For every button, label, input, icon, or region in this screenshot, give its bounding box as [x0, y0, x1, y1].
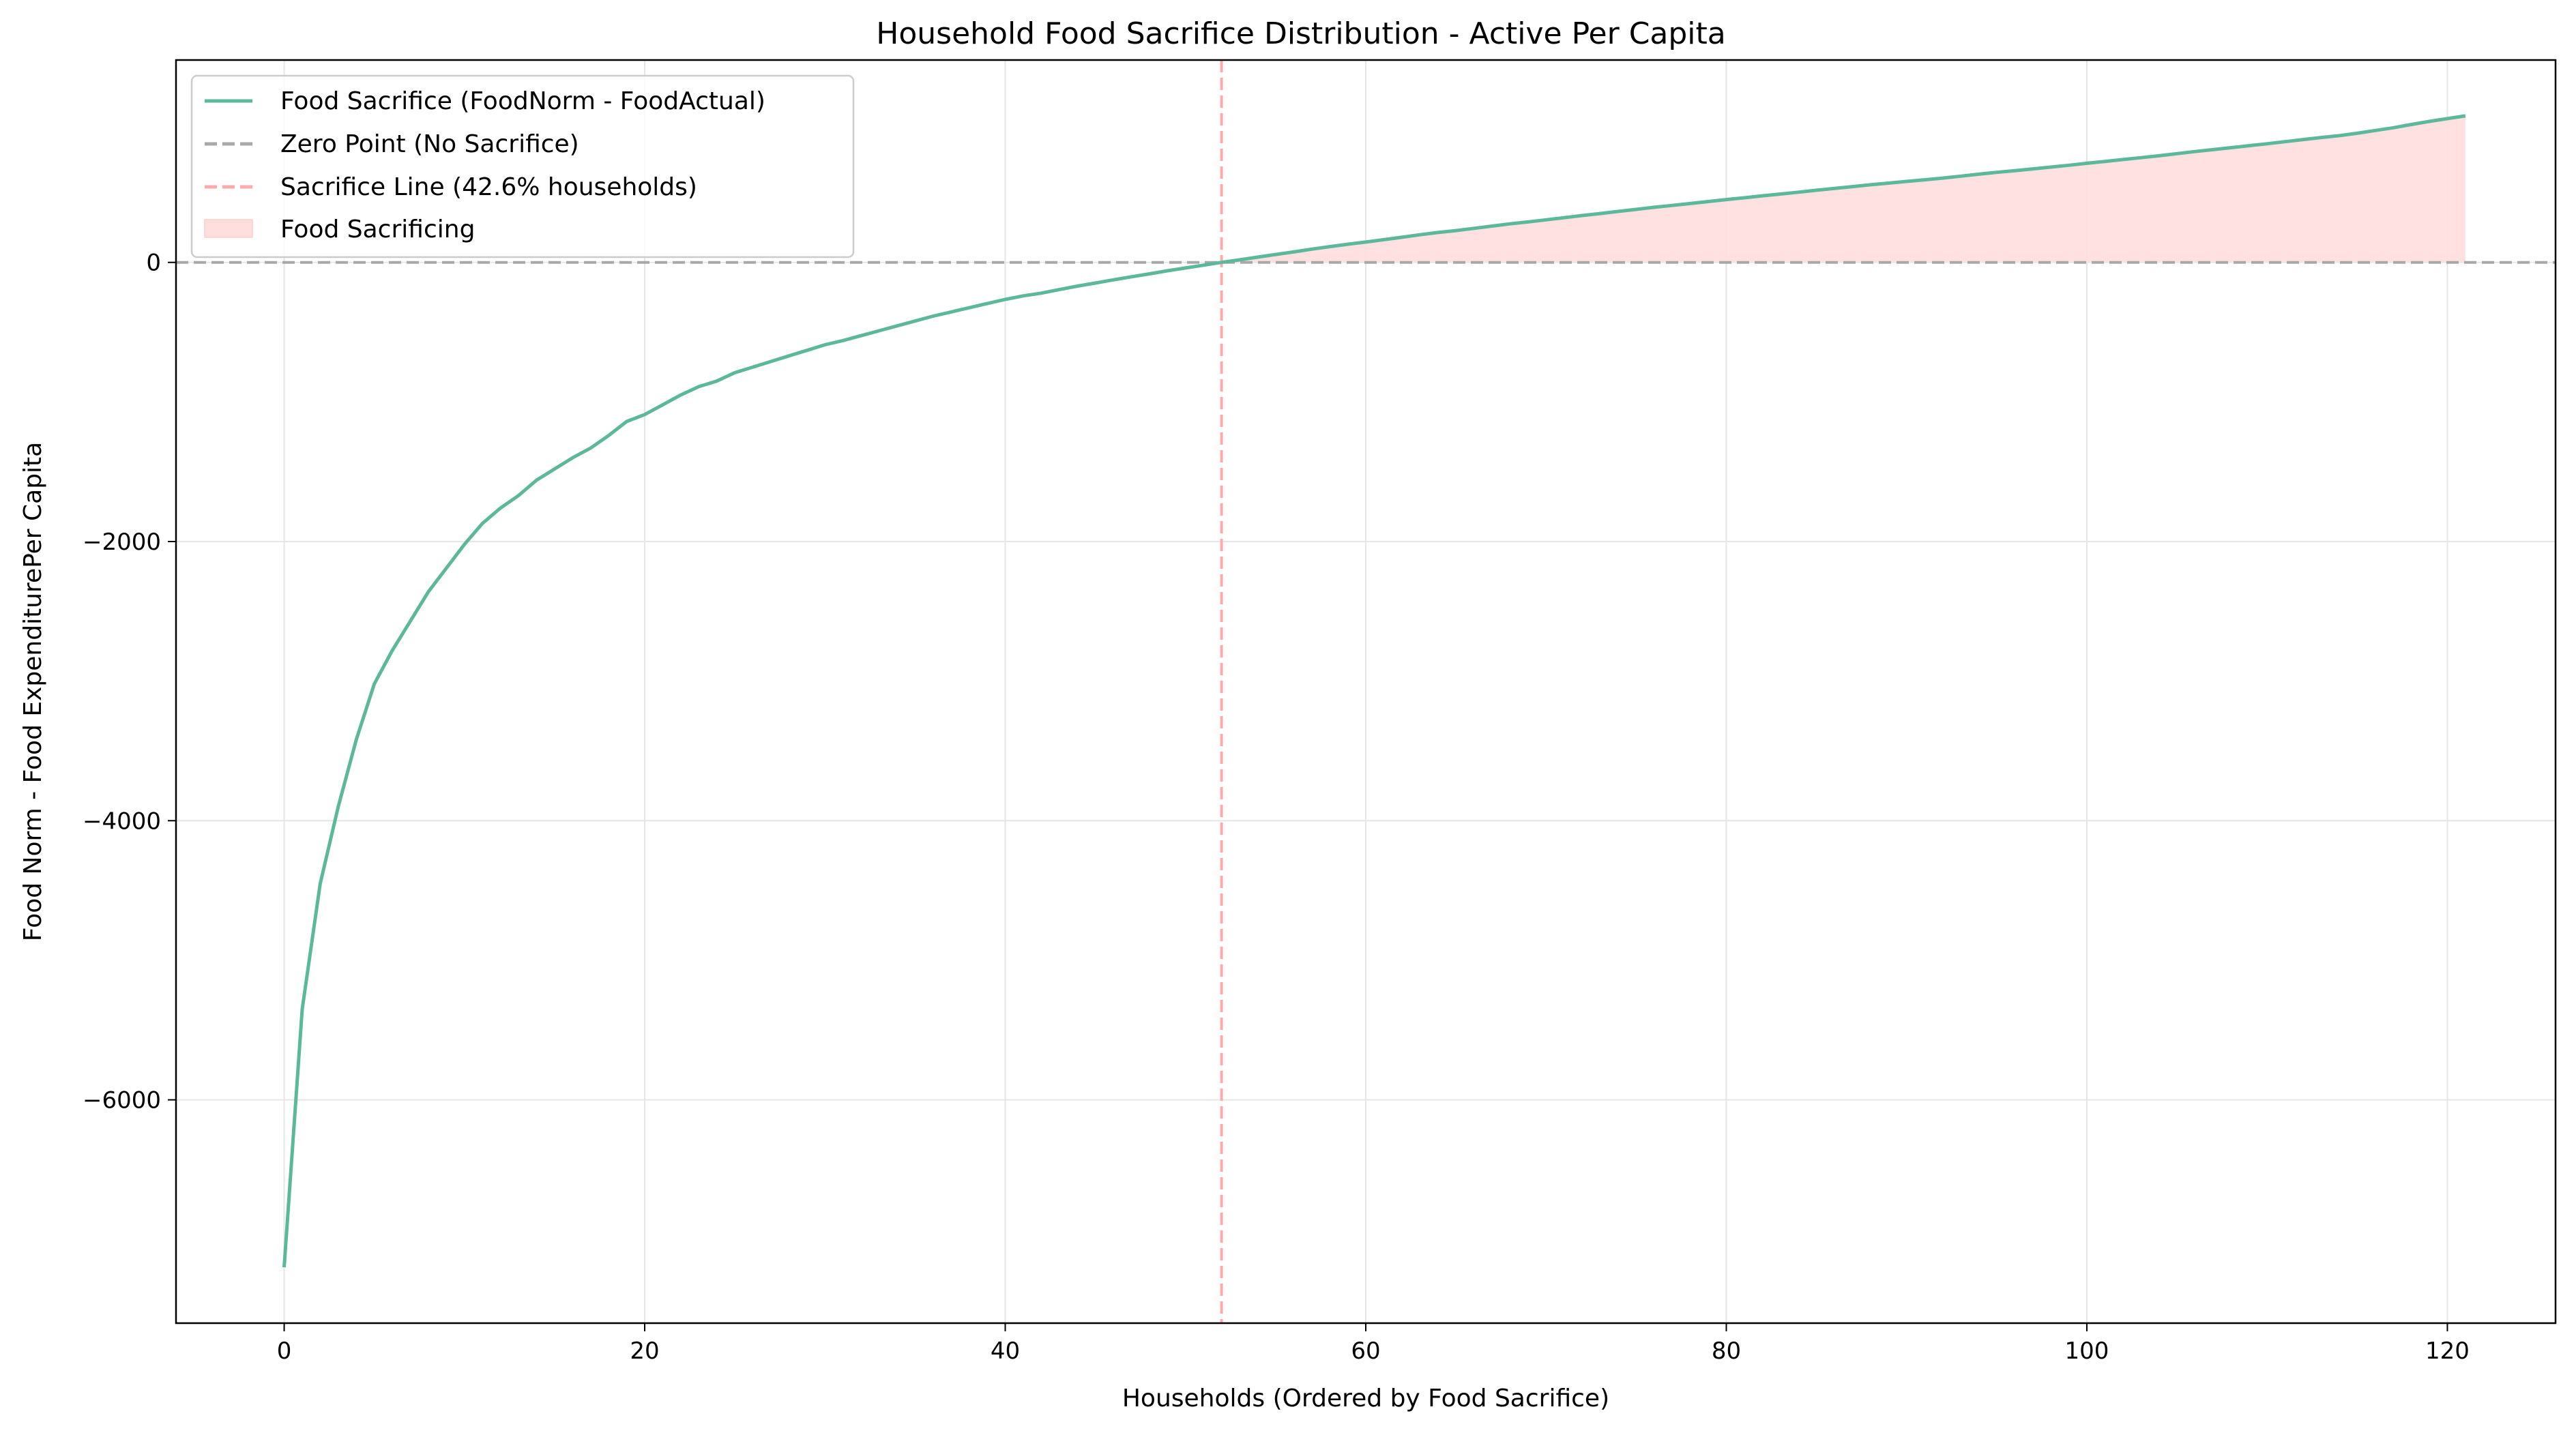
food-sacrifice-series-line: [282, 114, 2466, 1268]
y-axis-ticks: −6000 −4000 −2000 0: [83, 250, 176, 1114]
legend-label-sacrifice-line: Sacrifice Line (42.6% households): [280, 173, 697, 201]
legend-label-zero-line: Zero Point (No Sacrifice): [280, 130, 579, 158]
reference-lines-layer: [176, 60, 2556, 1323]
y-axis-label: Food Norm - Food ExpenditurePer Capita: [19, 442, 47, 941]
y-tick-label: −6000: [83, 1087, 161, 1114]
series-layer: [282, 114, 2466, 1268]
chart-title: Household Food Sacrifice Distribution - …: [876, 16, 1726, 51]
y-tick-label: −2000: [83, 529, 161, 556]
x-axis-ticks: 0 20 40 60 80 100 120: [277, 1323, 2470, 1365]
x-tick-label: 80: [1712, 1337, 1741, 1365]
legend: Food Sacrifice (FoodNorm - FoodActual) Z…: [190, 74, 855, 258]
legend-box: [190, 74, 855, 258]
x-tick-label: 120: [2425, 1337, 2470, 1365]
legend-swatch-fill: [204, 219, 253, 238]
x-tick-label: 40: [991, 1337, 1020, 1365]
legend-label-fill: Food Sacrificing: [280, 216, 475, 243]
x-tick-label: 60: [1351, 1337, 1380, 1365]
plot-frame: [175, 59, 2557, 1325]
y-tick-label: 0: [146, 250, 161, 277]
legend-label-series: Food Sacrifice (FoodNorm - FoodActual): [280, 87, 765, 115]
x-tick-label: 20: [630, 1337, 659, 1365]
x-tick-label: 0: [277, 1337, 292, 1365]
x-axis-label: Households (Ordered by Food Sacrifice): [1122, 1385, 1609, 1412]
y-tick-label: −4000: [83, 808, 161, 835]
x-tick-label: 100: [2065, 1337, 2109, 1365]
